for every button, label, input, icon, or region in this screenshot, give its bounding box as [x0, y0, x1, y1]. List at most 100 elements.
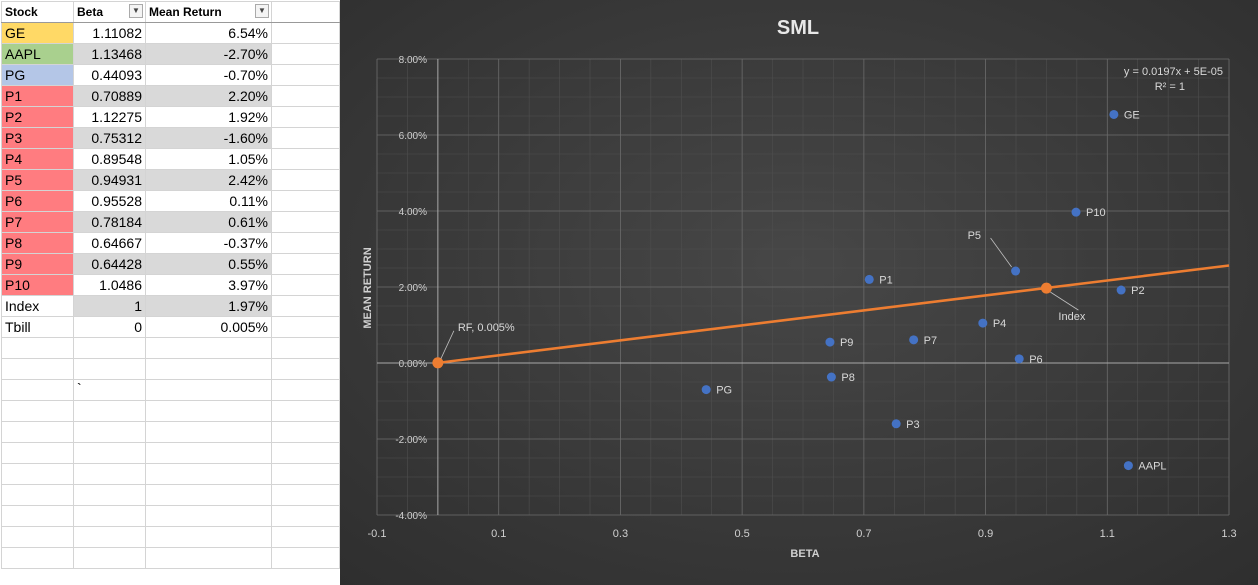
scatter-point[interactable] — [826, 372, 836, 382]
scatter-point[interactable] — [1123, 461, 1133, 471]
empty-cell[interactable] — [145, 442, 272, 464]
stock-cell[interactable]: P1 — [1, 85, 74, 107]
empty-cell[interactable] — [271, 169, 340, 191]
stock-cell[interactable]: P2 — [1, 106, 74, 128]
empty-cell[interactable] — [73, 463, 146, 485]
empty-cell[interactable] — [271, 526, 340, 548]
mean-return-cell[interactable]: -0.37% — [145, 232, 272, 254]
stock-cell[interactable]: P3 — [1, 127, 74, 149]
beta-cell[interactable]: 0 — [73, 316, 146, 338]
scatter-point[interactable] — [1071, 207, 1081, 217]
beta-cell[interactable]: 1.13468 — [73, 43, 146, 65]
sml-point[interactable] — [1040, 282, 1052, 294]
empty-cell[interactable] — [1, 358, 74, 380]
empty-cell[interactable] — [145, 463, 272, 485]
beta-cell[interactable]: 0.75312 — [73, 127, 146, 149]
mean-return-cell[interactable]: 0.11% — [145, 190, 272, 212]
empty-cell[interactable] — [145, 421, 272, 443]
empty-cell[interactable] — [1, 379, 74, 401]
mean-return-cell[interactable]: 1.05% — [145, 148, 272, 170]
empty-cell[interactable] — [145, 337, 272, 359]
header-mean-return[interactable]: Mean Return ▼ — [145, 1, 272, 23]
scatter-point[interactable] — [909, 335, 919, 345]
empty-cell[interactable] — [73, 421, 146, 443]
scatter-point[interactable] — [1011, 266, 1021, 276]
empty-cell[interactable] — [271, 43, 340, 65]
beta-cell[interactable]: 1.11082 — [73, 22, 146, 44]
beta-cell[interactable]: 1.0486 — [73, 274, 146, 296]
scatter-point[interactable] — [864, 274, 874, 284]
empty-cell[interactable] — [1, 526, 74, 548]
mean-return-cell[interactable]: 6.54% — [145, 22, 272, 44]
empty-cell[interactable] — [73, 442, 146, 464]
empty-cell[interactable] — [73, 484, 146, 506]
stock-cell[interactable]: P9 — [1, 253, 74, 275]
stock-cell[interactable]: Index — [1, 295, 74, 317]
stock-cell[interactable]: P7 — [1, 211, 74, 233]
empty-cell[interactable] — [271, 106, 340, 128]
scatter-point[interactable] — [1116, 285, 1126, 295]
empty-cell[interactable] — [271, 274, 340, 296]
stock-cell[interactable]: P4 — [1, 148, 74, 170]
scatter-point[interactable] — [1109, 109, 1119, 119]
empty-cell[interactable] — [271, 358, 340, 380]
mean-return-cell[interactable]: 1.92% — [145, 106, 272, 128]
empty-cell[interactable] — [145, 358, 272, 380]
empty-cell[interactable] — [271, 463, 340, 485]
stock-cell[interactable]: P5 — [1, 169, 74, 191]
empty-cell[interactable] — [271, 442, 340, 464]
beta-cell[interactable]: 0.64667 — [73, 232, 146, 254]
empty-cell[interactable] — [73, 547, 146, 569]
empty-cell[interactable] — [271, 295, 340, 317]
mean-return-cell[interactable]: -2.70% — [145, 43, 272, 65]
empty-cell[interactable] — [73, 337, 146, 359]
empty-cell[interactable] — [271, 127, 340, 149]
empty-cell[interactable] — [271, 148, 340, 170]
empty-cell[interactable] — [73, 358, 146, 380]
empty-cell[interactable] — [271, 64, 340, 86]
beta-cell[interactable]: 1.12275 — [73, 106, 146, 128]
empty-cell[interactable] — [145, 400, 272, 422]
mean-return-cell[interactable]: 2.20% — [145, 85, 272, 107]
mean-return-cell[interactable]: 2.42% — [145, 169, 272, 191]
empty-cell[interactable] — [271, 484, 340, 506]
empty-cell[interactable] — [145, 505, 272, 527]
empty-cell[interactable] — [271, 190, 340, 212]
empty-cell[interactable] — [145, 547, 272, 569]
empty-cell[interactable]: ` — [73, 379, 146, 401]
stock-cell[interactable]: P6 — [1, 190, 74, 212]
empty-cell[interactable] — [271, 22, 340, 44]
empty-cell[interactable] — [271, 1, 340, 23]
empty-cell[interactable] — [1, 547, 74, 569]
empty-cell[interactable] — [271, 400, 340, 422]
mean-return-cell[interactable]: 0.005% — [145, 316, 272, 338]
mean-return-cell[interactable]: 3.97% — [145, 274, 272, 296]
stock-cell[interactable]: GE — [1, 22, 74, 44]
stock-cell[interactable]: Tbill — [1, 316, 74, 338]
scatter-point[interactable] — [701, 385, 711, 395]
empty-cell[interactable] — [271, 316, 340, 338]
beta-cell[interactable]: 0.89548 — [73, 148, 146, 170]
empty-cell[interactable] — [1, 442, 74, 464]
sml-point[interactable] — [432, 357, 444, 369]
empty-cell[interactable] — [271, 547, 340, 569]
empty-cell[interactable] — [1, 400, 74, 422]
mean-return-cell[interactable]: 1.97% — [145, 295, 272, 317]
empty-cell[interactable] — [1, 337, 74, 359]
mean-return-cell[interactable]: -0.70% — [145, 64, 272, 86]
stock-cell[interactable]: P10 — [1, 274, 74, 296]
beta-cell[interactable]: 0.78184 — [73, 211, 146, 233]
beta-cell[interactable]: 0.44093 — [73, 64, 146, 86]
empty-cell[interactable] — [73, 505, 146, 527]
empty-cell[interactable] — [73, 400, 146, 422]
empty-cell[interactable] — [271, 337, 340, 359]
mean-return-cell[interactable]: 0.61% — [145, 211, 272, 233]
empty-cell[interactable] — [271, 379, 340, 401]
empty-cell[interactable] — [1, 463, 74, 485]
scatter-point[interactable] — [891, 419, 901, 429]
beta-cell[interactable]: 1 — [73, 295, 146, 317]
empty-cell[interactable] — [145, 379, 272, 401]
empty-cell[interactable] — [1, 505, 74, 527]
beta-cell[interactable]: 0.64428 — [73, 253, 146, 275]
scatter-point[interactable] — [978, 318, 988, 328]
